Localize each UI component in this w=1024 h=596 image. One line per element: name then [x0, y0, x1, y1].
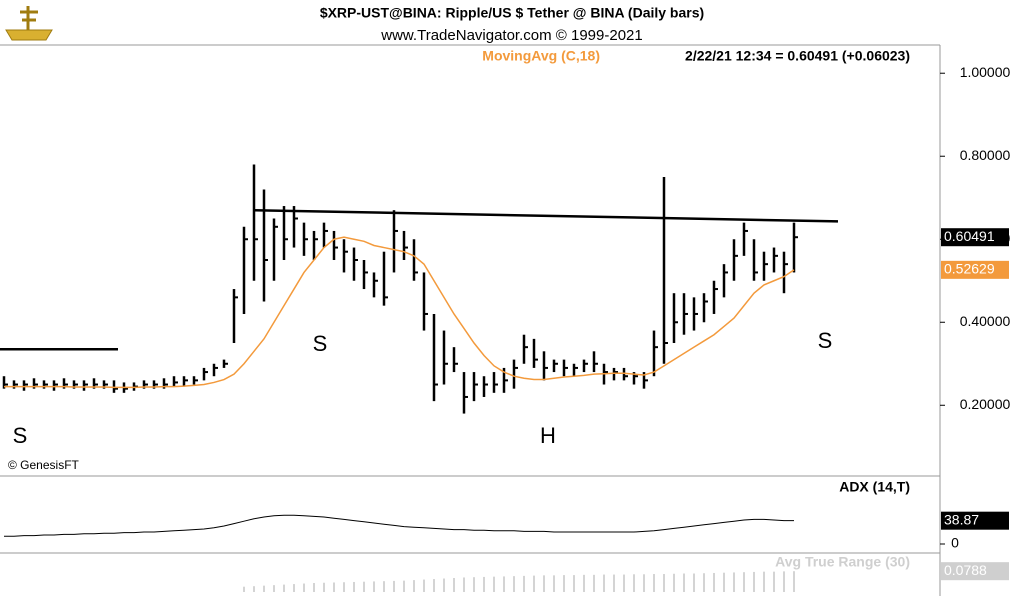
annotation: S: [313, 331, 328, 356]
value-tag: 38.87: [944, 511, 979, 527]
atr-bar: [773, 571, 775, 592]
atr-bar: [623, 574, 625, 592]
atr-bar: [673, 573, 675, 592]
atr-bar: [503, 576, 505, 592]
value-tag-bg: [941, 228, 1009, 247]
credit: © GenesisFT: [8, 458, 80, 472]
atr-bar: [753, 571, 755, 592]
y-tick-label: 1.00000: [960, 64, 1011, 80]
atr-bar: [443, 578, 445, 592]
annotation: S: [13, 423, 28, 448]
atr-bar: [463, 577, 465, 592]
y-tick-label: 0.80000: [960, 147, 1011, 163]
atr-bar: [313, 583, 315, 592]
atr-bar: [353, 581, 355, 592]
value-tag-bg: [941, 260, 1009, 279]
trendline: [253, 208, 839, 223]
y-tick-label: 0.20000: [960, 396, 1011, 412]
logo-mast: [20, 6, 38, 30]
atr-bar: [333, 582, 335, 592]
value-tag: 0.0788: [944, 562, 987, 578]
atr-bar: [373, 581, 375, 592]
atr-bar: [633, 574, 635, 592]
atr-bar: [433, 579, 435, 592]
atr-bar: [293, 584, 295, 592]
atr-bar: [263, 585, 265, 592]
atr-bar: [783, 571, 785, 592]
atr-bar: [283, 584, 285, 592]
logo-hull: [5, 29, 53, 41]
atr-bar: [573, 575, 575, 592]
atr-bar: [643, 574, 645, 592]
atr-bar: [523, 575, 525, 592]
legend-entry: MovingAvg (C,18): [482, 48, 600, 64]
atr-bar: [413, 580, 415, 592]
atr-bar: [453, 577, 455, 592]
annotation: S: [818, 328, 833, 353]
atr-bar: [793, 571, 795, 592]
atr-bar: [493, 576, 495, 592]
atr-bar: [393, 580, 395, 592]
atr-bar: [483, 576, 485, 592]
atr-bar: [653, 574, 655, 592]
atr-bar: [423, 579, 425, 592]
legend-entry: Avg True Range (30): [775, 554, 910, 570]
atr-bar: [543, 575, 545, 592]
atr-bar: [513, 576, 515, 592]
y-tick-label: 0.40000: [960, 313, 1011, 329]
subtitle: www.TradeNavigator.com © 1999-2021: [380, 27, 642, 44]
panel-borders: [0, 44, 941, 596]
atr-bar: [363, 581, 365, 592]
legend-entry: ADX (14,T): [839, 479, 910, 495]
atr-bar: [683, 573, 685, 592]
atr-bar: [303, 583, 305, 592]
atr-bar: [593, 574, 595, 592]
value-tag-bg: [941, 562, 1009, 581]
atr-bar: [323, 582, 325, 592]
title: $XRP-UST@BINA: Ripple/US $ Tether @ BINA…: [320, 5, 704, 21]
value-tag: 0.60491: [944, 228, 995, 244]
atr-bar: [743, 572, 745, 592]
atr-bar: [533, 575, 535, 592]
logo: [5, 6, 53, 41]
atr-bar: [723, 572, 725, 592]
atr-bar: [733, 572, 735, 592]
value-tag: 0.52629: [944, 261, 995, 277]
atr-bar: [713, 572, 715, 592]
atr-bar: [473, 577, 475, 592]
atr-bar: [563, 575, 565, 592]
atr-bar: [253, 586, 255, 592]
adx-line: [4, 514, 795, 537]
moving-average: [4, 236, 795, 389]
atr-bar: [613, 574, 615, 592]
atr-bar: [553, 575, 555, 592]
atr-bar: [583, 574, 585, 592]
atr-bar: [243, 586, 245, 592]
atr-bar: [763, 571, 765, 592]
atr-bar: [383, 581, 385, 592]
atr-bar: [603, 574, 605, 592]
atr-bar: [663, 574, 665, 592]
atr-bar: [403, 580, 405, 592]
y-tick-label: 0: [951, 535, 959, 551]
atr-bar: [343, 582, 345, 592]
atr-bar: [703, 573, 705, 592]
annotation: H: [540, 423, 556, 448]
atr-bar: [273, 585, 275, 592]
readout: 2/22/21 12:34 = 0.60491 (+0.06023): [685, 48, 910, 64]
value-tag-bg: [941, 511, 1009, 530]
atr-bar: [693, 573, 695, 592]
